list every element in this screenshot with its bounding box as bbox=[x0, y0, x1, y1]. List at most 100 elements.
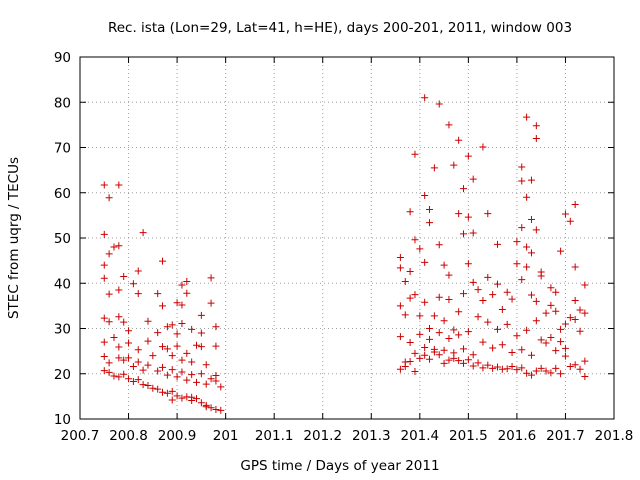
data-point bbox=[440, 359, 448, 367]
data-point bbox=[430, 312, 438, 320]
data-point bbox=[168, 352, 176, 360]
data-point bbox=[411, 291, 419, 299]
data-point bbox=[537, 364, 545, 372]
data-point bbox=[464, 152, 472, 160]
data-point bbox=[105, 194, 113, 202]
data-point bbox=[173, 373, 181, 381]
data-point bbox=[197, 343, 205, 351]
data-point bbox=[421, 298, 429, 306]
data-point bbox=[513, 238, 521, 246]
data-point bbox=[197, 370, 205, 378]
data-point bbox=[547, 284, 555, 292]
data-point bbox=[450, 326, 458, 334]
data-point bbox=[518, 177, 526, 185]
data-point bbox=[421, 94, 429, 102]
data-point bbox=[115, 286, 123, 294]
data-point bbox=[159, 302, 167, 310]
data-point bbox=[571, 361, 579, 369]
data-point bbox=[115, 373, 123, 381]
data-point bbox=[542, 339, 550, 347]
data-point bbox=[474, 286, 482, 294]
data-point bbox=[561, 344, 569, 352]
data-point bbox=[455, 331, 463, 339]
x-tick-label: 200.9 bbox=[158, 428, 197, 444]
x-tick-label: 201.5 bbox=[449, 428, 488, 444]
data-point bbox=[401, 363, 409, 371]
data-point bbox=[125, 327, 133, 335]
data-point bbox=[134, 267, 142, 275]
data-point bbox=[134, 346, 142, 354]
data-point bbox=[571, 201, 579, 209]
data-point bbox=[566, 363, 574, 371]
data-point bbox=[518, 224, 526, 232]
data-point bbox=[193, 378, 201, 386]
data-point bbox=[460, 359, 468, 367]
data-point bbox=[183, 289, 191, 297]
data-point bbox=[188, 371, 196, 379]
data-point bbox=[445, 296, 453, 304]
data-point bbox=[479, 364, 487, 372]
data-point bbox=[125, 354, 133, 362]
data-point bbox=[518, 163, 526, 171]
data-point bbox=[561, 352, 569, 360]
data-point bbox=[576, 306, 584, 314]
data-point bbox=[527, 249, 535, 257]
data-point bbox=[154, 385, 162, 393]
x-tick-label: 201.2 bbox=[303, 428, 342, 444]
data-point bbox=[406, 294, 414, 302]
data-point bbox=[411, 236, 419, 244]
data-point bbox=[144, 337, 152, 345]
data-point bbox=[450, 161, 458, 169]
data-point bbox=[518, 276, 526, 284]
data-point bbox=[435, 351, 443, 359]
data-point bbox=[455, 308, 463, 316]
data-point bbox=[440, 261, 448, 269]
data-point bbox=[527, 291, 535, 299]
data-point bbox=[493, 325, 501, 333]
data-point bbox=[401, 311, 409, 319]
data-point bbox=[149, 352, 157, 360]
y-tick-label: 60 bbox=[54, 186, 71, 202]
data-point bbox=[489, 364, 497, 372]
data-point bbox=[188, 358, 196, 366]
data-point bbox=[450, 349, 458, 357]
data-point bbox=[474, 313, 482, 321]
axis-ticks: 200.7 200.8 200.9 201 201.1 201.2 201.3 201.4 20… bbox=[54, 50, 634, 444]
data-point bbox=[178, 320, 186, 328]
data-point bbox=[430, 164, 438, 172]
data-point bbox=[154, 290, 162, 298]
data-point bbox=[178, 394, 186, 402]
data-point bbox=[178, 368, 186, 376]
data-point bbox=[532, 367, 540, 375]
y-tick-label: 10 bbox=[54, 412, 71, 428]
data-point bbox=[469, 278, 477, 286]
data-point bbox=[129, 280, 137, 288]
data-point bbox=[173, 342, 181, 350]
data-point bbox=[493, 240, 501, 248]
data-point bbox=[212, 405, 220, 413]
data-point bbox=[523, 369, 531, 377]
data-point bbox=[134, 358, 142, 366]
y-tick-label: 50 bbox=[54, 231, 71, 247]
data-point bbox=[455, 136, 463, 144]
data-point bbox=[411, 150, 419, 158]
data-point bbox=[100, 367, 108, 375]
data-point bbox=[455, 357, 463, 365]
data-point bbox=[197, 311, 205, 319]
data-point bbox=[484, 273, 492, 281]
data-point bbox=[566, 314, 574, 322]
data-point bbox=[188, 393, 196, 401]
data-point bbox=[144, 317, 152, 325]
data-point bbox=[129, 377, 137, 385]
data-point bbox=[426, 219, 434, 227]
data-point bbox=[193, 341, 201, 349]
data-point bbox=[493, 280, 501, 288]
data-point bbox=[464, 213, 472, 221]
y-tick-label: 20 bbox=[54, 367, 71, 383]
data-point bbox=[168, 366, 176, 374]
data-point bbox=[557, 325, 565, 333]
data-point bbox=[183, 349, 191, 357]
data-point bbox=[493, 363, 501, 371]
data-point bbox=[523, 243, 531, 251]
data-point bbox=[426, 335, 434, 343]
